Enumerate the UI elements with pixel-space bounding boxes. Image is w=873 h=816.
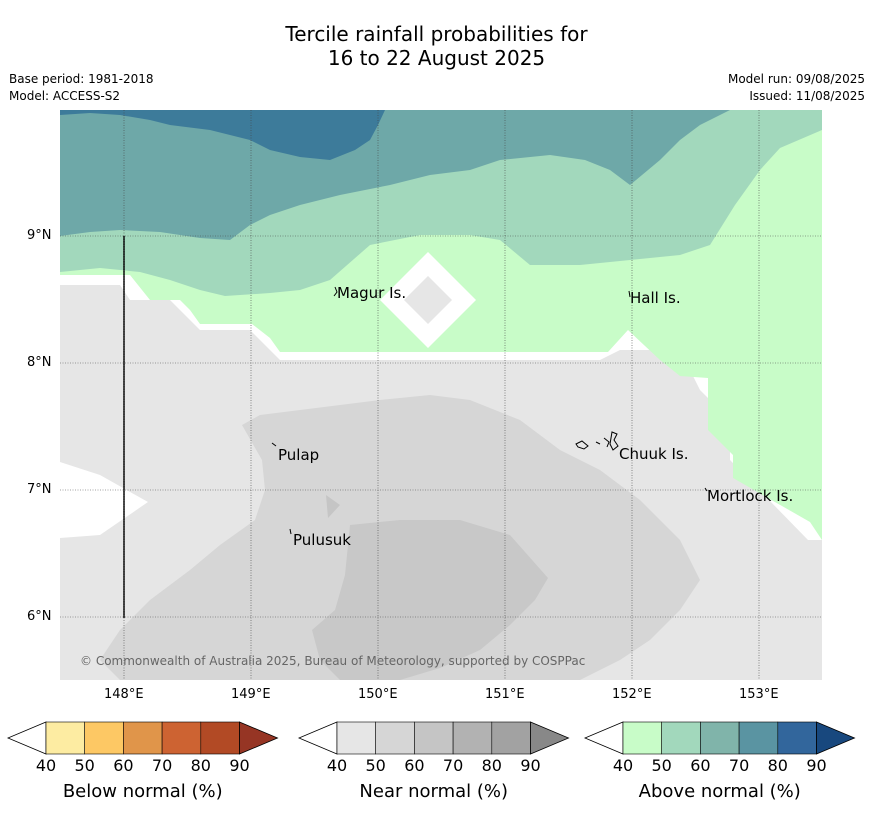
island-outlines [271, 286, 708, 535]
colorbar-label: Above normal (%) [638, 781, 801, 802]
place-label-mortlock: Mortlock Is. [707, 487, 793, 505]
colorbar-label: Near normal (%) [359, 781, 509, 802]
colorbar-tick-label: 40 [612, 756, 634, 775]
colorbar-tick-label: 40 [326, 756, 348, 775]
colorbar-tick-label: 80 [481, 756, 502, 775]
lat-label-7n: 7°N [27, 482, 52, 497]
colorbar-tick-label: 50 [74, 756, 95, 775]
colorbar-tick-label: 70 [728, 756, 750, 775]
white-lobe-region [60, 462, 148, 538]
model-run-text: Model run: 09/08/2025 [727, 72, 865, 86]
place-label-pulusuk: Pulusuk [293, 531, 351, 549]
graticule [60, 110, 822, 680]
lon-label-152e: 152°E [612, 687, 652, 702]
lon-label-153e: 153°E [739, 687, 779, 702]
colorbar-tick-label: 60 [113, 756, 134, 775]
diamond-near-normal [404, 276, 452, 324]
colorbar-tick-label: 90 [806, 756, 827, 775]
near-normal-60-spot [326, 495, 340, 518]
colorbar-tick-label: 50 [365, 756, 386, 775]
colorbar-tick-label: 80 [190, 756, 211, 775]
colorbar-tick-label: 40 [35, 756, 57, 775]
copyright-text: © Commonwealth of Australia 2025, Bureau… [80, 654, 585, 668]
place-label-hall: Hall Is. [630, 289, 681, 307]
lon-label-150e: 150°E [358, 687, 398, 702]
lat-label-6n: 6°N [27, 609, 52, 624]
above-normal-80-region [60, 110, 385, 160]
colorbar-label: Below normal (%) [62, 781, 223, 802]
place-label-chuuk: Chuuk Is. [619, 445, 688, 463]
colorbar-tick-label: 80 [767, 756, 788, 775]
near-normal-60-region [312, 520, 548, 680]
colorbar-tick-label: 60 [690, 756, 711, 775]
base-period-text: Base period: 1981-2018 [9, 72, 154, 86]
chart-title-line1: Tercile rainfall probabilities for [285, 22, 588, 46]
colorbar-tick-label: 60 [404, 756, 425, 775]
model-text: Model: ACCESS-S2 [9, 89, 121, 103]
colorbar-tick-label: 50 [651, 756, 672, 775]
lon-label-148e: 148°E [104, 687, 144, 702]
lat-label-9n: 9°N [27, 228, 52, 243]
colorbar-tick-label: 70 [151, 756, 173, 775]
map-plot-area [60, 110, 822, 680]
lat-label-8n: 8°N [27, 355, 52, 370]
issued-text: Issued: 11/08/2025 [749, 89, 865, 103]
place-label-pulap: Pulap [278, 446, 319, 464]
colorbar-tick-label: 90 [229, 756, 250, 775]
colorbar-tick-label: 90 [520, 756, 541, 775]
place-label-magur: Magur Is. [337, 284, 406, 302]
chart-title-line2: 16 to 22 August 2025 [327, 46, 546, 70]
lon-label-149e: 149°E [231, 687, 271, 702]
above-normal-70-region [60, 110, 730, 240]
colorbar-tick-label: 70 [442, 756, 464, 775]
lon-label-151e: 151°E [485, 687, 525, 702]
